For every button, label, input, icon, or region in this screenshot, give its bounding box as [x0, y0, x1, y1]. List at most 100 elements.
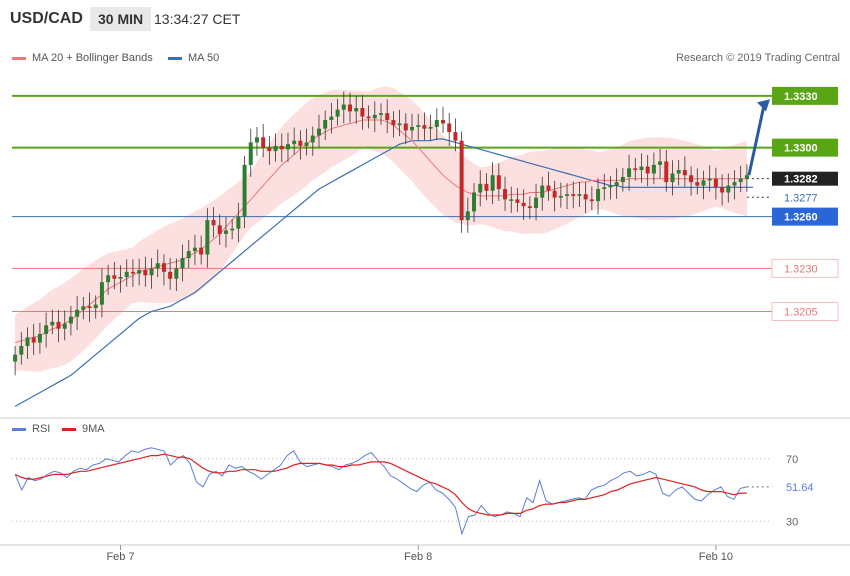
candle-body: [81, 306, 86, 310]
candle-body: [143, 270, 148, 276]
candle-body: [521, 202, 526, 207]
candle-body: [484, 183, 489, 191]
candle-body: [608, 185, 613, 188]
candle-body: [149, 268, 154, 276]
candle-body: [732, 182, 737, 186]
copyright-text: Research © 2019 Trading Central: [675, 52, 840, 64]
candle-body: [465, 211, 470, 221]
candle-body: [75, 309, 80, 317]
candle-body: [254, 137, 259, 143]
current-price-box: [772, 171, 838, 186]
level-label-1.3330: 1.3330: [784, 91, 818, 103]
rsi-ma-line: [14, 453, 747, 516]
candle-body: [602, 187, 607, 190]
legend-rsi-label: RSI: [32, 423, 51, 435]
candle-body: [242, 164, 247, 217]
candle-body: [633, 168, 638, 171]
x-tick-label: Feb 8: [404, 551, 432, 563]
candle-body: [310, 135, 315, 143]
candle-body: [217, 225, 222, 234]
candle-body: [267, 147, 272, 152]
candle-body: [335, 109, 340, 117]
candle-body: [682, 170, 687, 176]
candle-body: [546, 185, 551, 191]
candle-body: [118, 277, 123, 279]
candle-body: [192, 247, 197, 252]
candle-body: [397, 123, 402, 126]
candle-body: [341, 104, 346, 110]
candle-body: [106, 275, 111, 283]
candle-body: [720, 187, 725, 193]
candle-body: [552, 190, 557, 198]
legend-rsi-ma: 9MA: [62, 423, 105, 435]
timeframe-badge[interactable]: 30 MIN: [90, 7, 152, 31]
candle-body: [261, 137, 266, 148]
candle-body: [248, 142, 253, 165]
candle-body: [236, 216, 241, 229]
candle-body: [323, 120, 328, 129]
level-label-1.3260: 1.3260: [784, 212, 818, 224]
candle-body: [316, 128, 321, 136]
legend-swatch-rsi-ma: [62, 427, 76, 431]
level-label-1.3205: 1.3205: [784, 307, 818, 319]
candle-body: [230, 228, 235, 231]
candle-body: [62, 323, 67, 329]
level-label-box-1.3300: [772, 138, 838, 157]
candle-body: [614, 182, 619, 186]
ma50-line: [14, 138, 754, 407]
candle-body: [385, 113, 390, 121]
candle-body: [472, 192, 477, 212]
x-tick-label: Feb 7: [106, 551, 134, 563]
candle-body: [31, 337, 36, 343]
candle-body: [298, 140, 303, 146]
level-label-box-1.3330: [772, 86, 838, 105]
candle-body: [744, 175, 749, 179]
legend-swatch-rsi: [12, 427, 26, 431]
candle-body: [391, 120, 396, 126]
level-label-1.3300: 1.3300: [784, 143, 818, 155]
candle-body: [589, 199, 594, 202]
candle-body: [180, 258, 185, 269]
rsi-level-label-70: 70: [786, 454, 798, 466]
candle-body: [379, 113, 383, 115]
candle-body: [577, 194, 582, 196]
candle-body: [428, 126, 433, 129]
candle-body: [279, 145, 284, 150]
candle-body: [422, 125, 427, 129]
candle-body: [627, 168, 632, 177]
candle-body: [403, 123, 408, 131]
projection-arrow: [747, 105, 766, 176]
candle-body: [44, 325, 49, 334]
candle-body: [93, 304, 98, 309]
candle-body: [713, 178, 718, 188]
candle-body: [199, 247, 204, 255]
legend-ma50: MA 50: [168, 52, 219, 64]
bollinger-band: [15, 86, 747, 372]
candle-body: [186, 251, 191, 259]
candle-body: [99, 282, 104, 305]
rsi-line: [14, 447, 747, 536]
candle-body: [509, 199, 514, 201]
candle-body: [676, 170, 681, 174]
ma-value-box: [772, 190, 838, 205]
candle-body: [273, 145, 278, 152]
candle-body: [174, 268, 179, 279]
candle-body: [56, 321, 61, 329]
candle-body: [441, 120, 446, 124]
x-tick-label: Feb 10: [699, 551, 733, 563]
candle-body: [664, 161, 669, 183]
legend-swatch-ma50: [168, 56, 182, 60]
candle-body: [571, 194, 576, 196]
candle-body: [137, 270, 142, 274]
candle-body: [360, 107, 365, 117]
candle-body: [329, 116, 334, 121]
candle-body: [527, 206, 532, 208]
candle-body: [503, 189, 508, 200]
candle-body: [25, 337, 30, 346]
candle-body: [738, 178, 743, 183]
candle-body: [534, 197, 539, 208]
candle-body: [670, 173, 675, 183]
candle-body: [130, 271, 135, 274]
candle-body: [689, 175, 694, 183]
candle-body: [726, 185, 731, 193]
